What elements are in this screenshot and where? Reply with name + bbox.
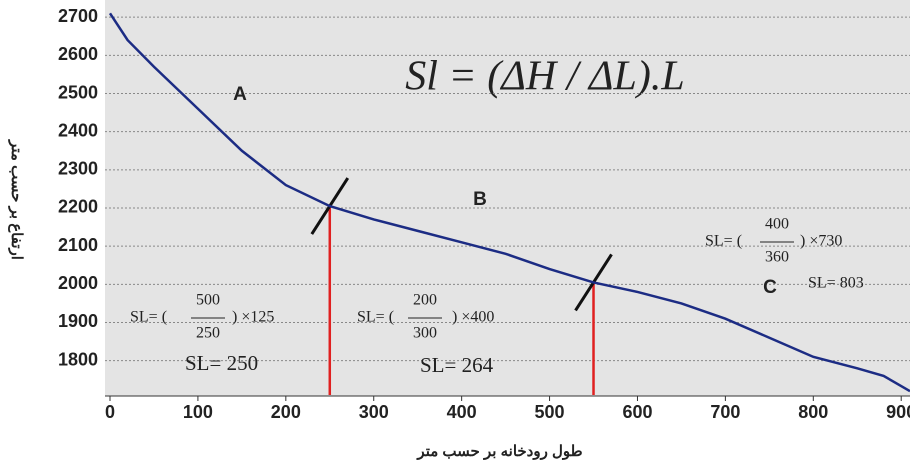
x-tick-label: 600 bbox=[622, 402, 652, 422]
y-tick-label: 2500 bbox=[58, 82, 98, 102]
y-tick-label: 2700 bbox=[58, 6, 98, 26]
y-tick-label: 2400 bbox=[58, 120, 98, 140]
x-tick-label: 900 bbox=[886, 402, 910, 422]
fraction-denominator: 250 bbox=[196, 325, 220, 342]
fraction-denominator: 360 bbox=[765, 249, 789, 266]
x-axis-title: طول رودخانه بر حسب متر bbox=[416, 443, 582, 460]
fraction-numerator: 200 bbox=[413, 292, 437, 309]
x-tick-label: 800 bbox=[798, 402, 828, 422]
x-tick-label: 0 bbox=[105, 402, 115, 422]
y-tick-label: 2100 bbox=[58, 235, 98, 255]
y-tick-label: 2600 bbox=[58, 44, 98, 64]
fraction-denominator: 300 bbox=[413, 325, 437, 342]
y-tick-label: 1800 bbox=[58, 349, 98, 369]
x-tick-label: 400 bbox=[447, 402, 477, 422]
region-label: B bbox=[473, 189, 487, 210]
region-label: C bbox=[763, 277, 777, 298]
fraction-numerator: 500 bbox=[196, 292, 220, 309]
region-label: A bbox=[233, 84, 247, 105]
fraction-result: SL= 803 bbox=[808, 275, 864, 292]
x-tick-label: 500 bbox=[535, 402, 565, 422]
profile-line bbox=[108, 12, 910, 393]
fraction-prefix: SL= ( bbox=[705, 233, 742, 250]
x-tick-label: 700 bbox=[710, 402, 740, 422]
x-tick-label: 100 bbox=[183, 402, 213, 422]
fraction-suffix: ) ×730 bbox=[800, 233, 842, 250]
fraction-prefix: SL= ( bbox=[130, 309, 167, 326]
fraction-numerator: 400 bbox=[765, 216, 789, 233]
y-tick-label: 2200 bbox=[58, 197, 98, 217]
y-axis-title: ارتفاع بر حسب متر bbox=[8, 139, 25, 260]
y-tick-label: 2300 bbox=[58, 159, 98, 179]
fraction-suffix: ) ×400 bbox=[452, 309, 494, 326]
fraction-prefix: SL= ( bbox=[357, 309, 394, 326]
fraction-suffix: ) ×125 bbox=[232, 309, 274, 326]
plot-area bbox=[105, 0, 910, 396]
y-tick-label: 2000 bbox=[58, 273, 98, 293]
x-tick-label: 300 bbox=[359, 402, 389, 422]
fraction-result: SL= 250 bbox=[185, 351, 258, 375]
fraction-result: SL= 264 bbox=[420, 353, 494, 377]
x-tick-label: 200 bbox=[271, 402, 301, 422]
formula: Sl = (ΔH / ΔL).L bbox=[405, 54, 685, 100]
y-tick-label: 1900 bbox=[58, 311, 98, 331]
